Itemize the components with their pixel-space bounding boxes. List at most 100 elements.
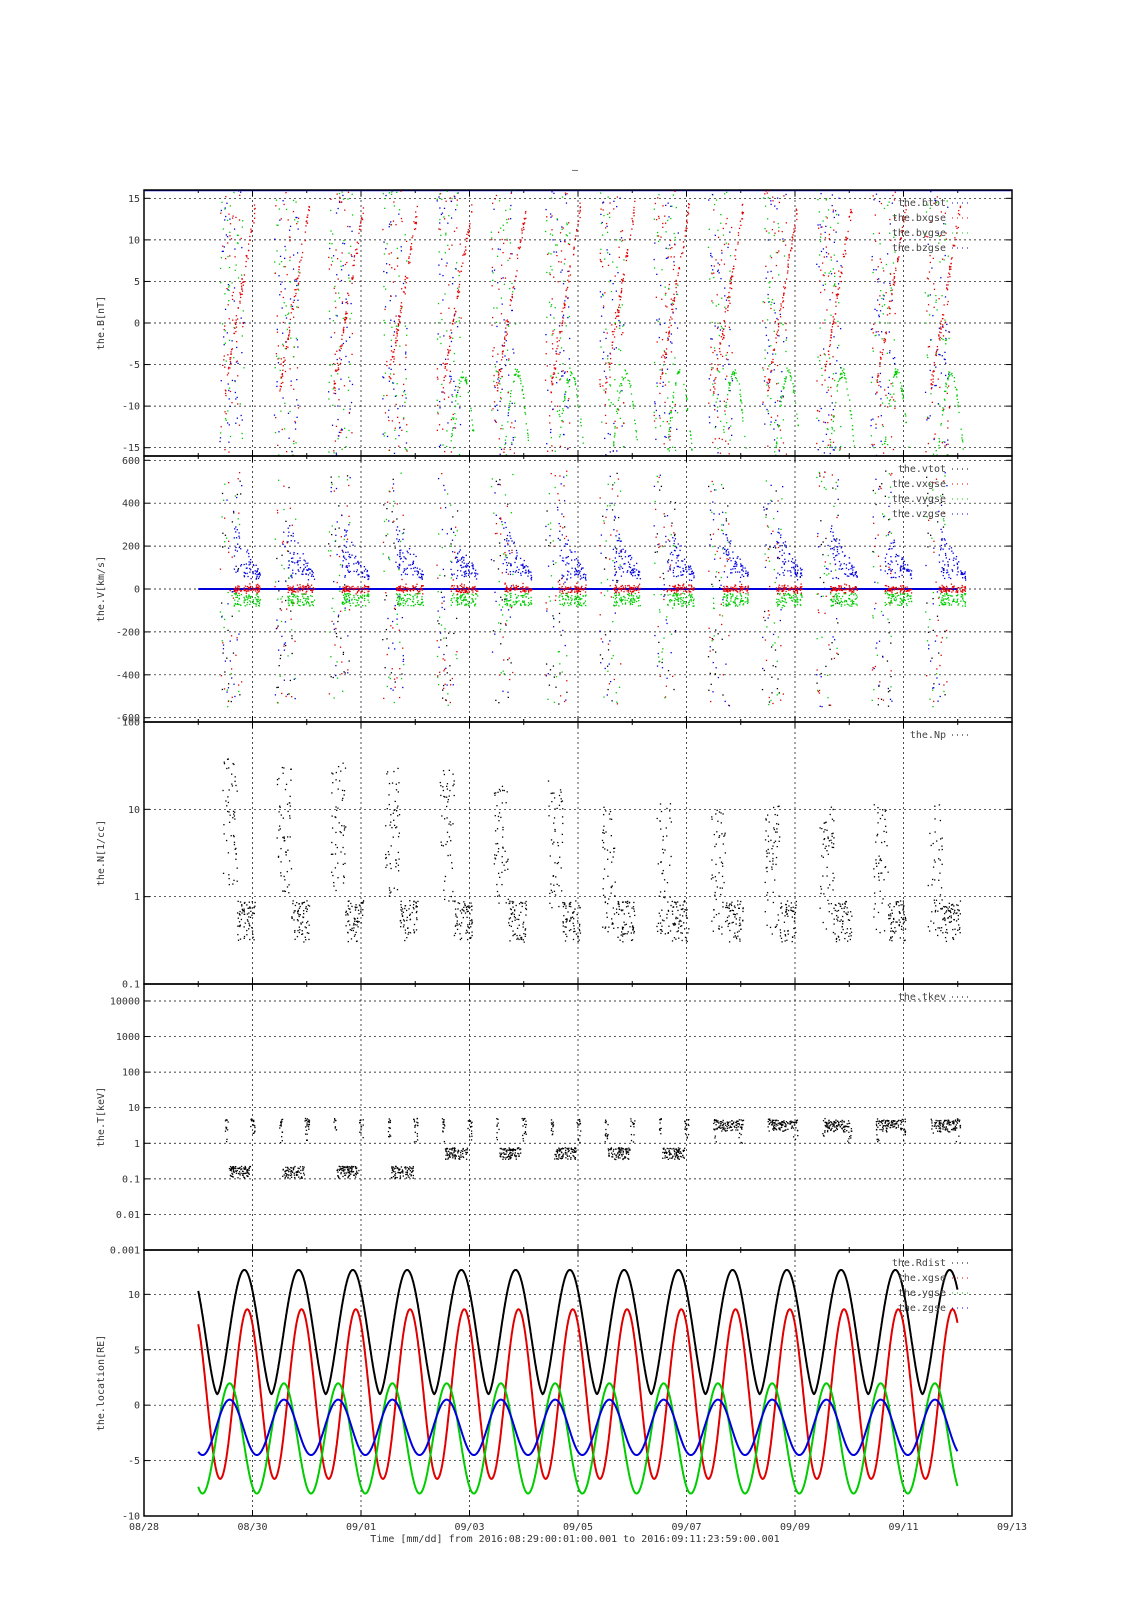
by-point <box>457 389 459 392</box>
b-scatter-point <box>228 339 231 342</box>
b-scatter-point <box>871 443 873 446</box>
b-scatter-point <box>713 404 715 407</box>
vy-point <box>416 595 418 597</box>
b-scatter-point <box>507 412 510 414</box>
by-point <box>832 415 834 417</box>
b-scatter-point <box>776 197 779 199</box>
b-scatter-point <box>616 205 618 208</box>
vy-point <box>403 599 405 601</box>
vy-point <box>346 598 349 600</box>
vy-point <box>310 595 312 597</box>
b-scatter-point <box>762 301 764 303</box>
v-scatter-point <box>329 631 331 633</box>
panel-1: 151050-5-10-15the.btotthe.bxgsethe.bygse… <box>96 184 1013 463</box>
b-scatter-point <box>441 198 443 201</box>
vx-point <box>362 588 364 590</box>
v-scatter-point <box>277 580 280 582</box>
b-scatter-point <box>331 243 333 245</box>
b-scatter-point <box>454 389 456 391</box>
b-scatter-point <box>406 449 408 451</box>
y-axis-label: the.B[nT] <box>96 296 107 350</box>
bx-point <box>285 348 288 350</box>
by-point <box>775 445 777 447</box>
b-scatter-point <box>600 315 603 317</box>
by-point <box>634 419 636 421</box>
b-scatter-point <box>711 273 713 275</box>
vy-point <box>237 600 239 602</box>
bx-point <box>786 272 789 274</box>
b-scatter-point <box>762 367 764 369</box>
b-scatter-point <box>607 213 609 216</box>
vx-point <box>416 589 419 592</box>
b-scatter-point <box>674 409 677 412</box>
b-scatter-point <box>507 421 509 423</box>
v-scatter-point <box>392 490 395 492</box>
b-scatter-point <box>670 256 672 258</box>
by-point <box>629 386 631 388</box>
bx-point <box>741 211 744 213</box>
b-scatter-point <box>499 227 502 229</box>
v-scatter-point <box>292 595 294 598</box>
b-scatter-point <box>724 378 727 380</box>
bx-point <box>468 231 470 233</box>
vz-point <box>396 538 398 540</box>
b-scatter-point <box>392 462 393 463</box>
b-scatter-point <box>239 185 240 186</box>
v-scatter-point <box>336 521 338 523</box>
b-scatter-point <box>338 431 341 434</box>
vx-point <box>233 587 236 590</box>
v-scatter-point <box>284 642 286 644</box>
vx-point <box>243 587 245 589</box>
b-scatter-point <box>764 357 766 360</box>
b-scatter-point <box>878 184 879 185</box>
bx-point <box>714 378 716 380</box>
bx-point <box>942 314 945 316</box>
bx-point <box>335 370 338 372</box>
b-scatter-point <box>830 414 833 416</box>
by-point <box>515 373 517 375</box>
b-scatter-point <box>829 452 831 455</box>
b-scatter-point <box>823 353 826 355</box>
v-scatter-point <box>329 555 332 557</box>
b-scatter-point <box>670 333 673 335</box>
b-scatter-point <box>296 458 297 459</box>
vz-point <box>363 565 366 568</box>
by-point <box>723 431 725 433</box>
b-scatter-point <box>336 350 338 352</box>
bx-point <box>840 271 843 274</box>
b-scatter-point <box>290 337 292 339</box>
b-scatter-point <box>669 435 671 438</box>
b-scatter-point <box>295 337 297 339</box>
by-point <box>677 371 679 373</box>
b-scatter-point <box>664 294 667 296</box>
b-scatter-point <box>405 378 407 380</box>
bx-point <box>946 284 948 286</box>
b-scatter-point <box>400 250 403 252</box>
b-scatter-point <box>833 284 836 286</box>
b-scatter-point <box>931 401 934 404</box>
v-scatter-point <box>348 599 350 601</box>
b-scatter-point <box>621 240 623 242</box>
vy-point <box>399 595 401 597</box>
b-scatter-point <box>446 330 448 332</box>
b-scatter-point <box>545 341 548 343</box>
v-scatter-point <box>230 668 233 670</box>
vx-point <box>299 589 301 592</box>
b-scatter-point <box>292 199 295 202</box>
b-scatter-point <box>658 336 660 339</box>
b-scatter-point <box>405 356 407 359</box>
bx-point <box>613 336 616 338</box>
b-scatter-point <box>385 194 387 197</box>
bx-point <box>795 208 798 210</box>
bx-point <box>894 282 896 284</box>
bx-point <box>850 210 852 213</box>
bx-point <box>898 247 901 249</box>
b-scatter-point <box>406 327 408 330</box>
v-scatter-point <box>336 661 338 663</box>
b-scatter-point <box>393 320 396 322</box>
b-scatter-point <box>564 240 566 242</box>
v-scatter-point <box>348 515 350 518</box>
b-scatter-point <box>872 445 874 447</box>
b-scatter-point <box>613 422 615 425</box>
vy-point <box>301 595 304 597</box>
